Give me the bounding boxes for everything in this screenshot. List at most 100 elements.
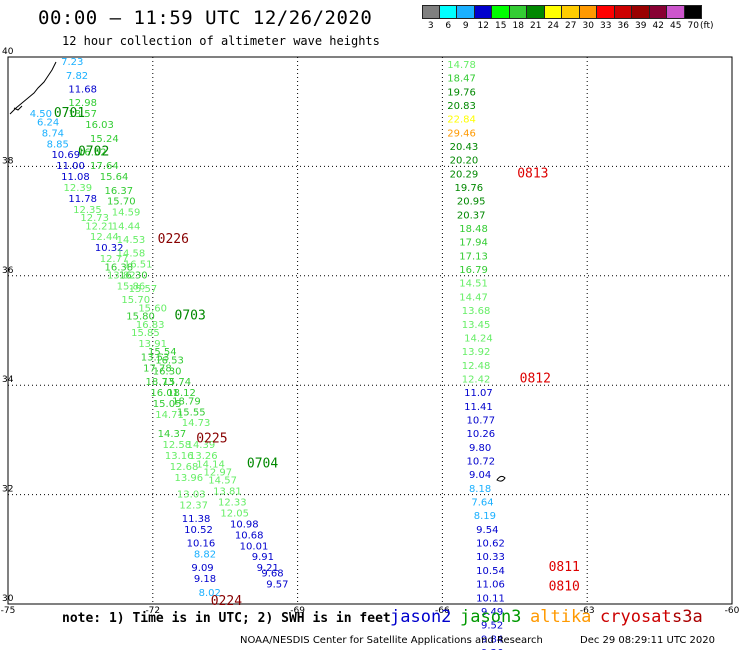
wave-height-label: 10.01 [240, 541, 269, 552]
wave-height-label: 13.82 [107, 271, 136, 282]
wave-height-label: 11.07 [464, 388, 493, 399]
wave-height-label: 10.26 [467, 429, 496, 440]
wave-height-label: 6.24 [37, 117, 59, 128]
color-scale-label: 18 [512, 21, 524, 31]
color-scale-label: 3 [427, 21, 434, 31]
color-scale-swatch [527, 5, 545, 19]
wave-height-label: 18.12 [167, 388, 196, 399]
wave-height-label: 10.54 [476, 566, 505, 577]
wave-height-label: 29.46 [447, 128, 476, 139]
color-scale-label: 39 [635, 21, 647, 31]
wave-height-label: 17.94 [459, 238, 488, 249]
color-scale-swatch [684, 5, 702, 19]
color-scale-labels: 3 6 9 12 15 18 21 24 27 30 33 36 39 42 45 70 [422, 21, 702, 31]
wave-height-label: 10.98 [230, 519, 259, 530]
wave-height-label: 22.84 [447, 115, 476, 126]
wave-height-label: 12.37 [179, 500, 208, 511]
wave-height-label: 16.37 [105, 186, 134, 197]
wave-height-label: 12.21 [85, 221, 114, 232]
wave-height-label: 10.16 [187, 539, 216, 550]
wave-height-label: 10.68 [235, 530, 264, 541]
satellite-legend-jason3: jason3 [460, 607, 522, 627]
wave-height-label: 14.39 [187, 440, 216, 451]
wave-height-label: 14.14 [196, 459, 225, 470]
wave-height-label: 9.57 [266, 580, 288, 591]
wave-height-label: 8.82 [194, 550, 216, 561]
pass-time-label: 0811 [549, 560, 580, 575]
wave-height-label: 12.35 [73, 205, 102, 216]
wave-height-label: 12.77 [100, 254, 129, 265]
wave-height-label: 12.05 [220, 508, 249, 519]
wave-height-label: 14.53 [117, 235, 146, 246]
color-scale-swatch [474, 5, 492, 19]
wave-height-label: 11.78 [68, 194, 97, 205]
wave-height-label: 13.53 [141, 353, 170, 364]
y-tick-label: 36 [2, 266, 14, 276]
y-tick-label: 40 [2, 47, 14, 57]
wave-height-label: 15.55 [177, 407, 206, 418]
wave-height-label: 8.85 [47, 139, 69, 150]
wave-height-label: 20.37 [457, 210, 486, 221]
pass-time-label: 0702 [78, 144, 109, 159]
wave-height-label: 9.09 [191, 563, 213, 574]
wave-height-label: 13.96 [175, 473, 204, 484]
wave-height-label: 19.76 [447, 87, 476, 98]
color-scale-label: 9 [462, 21, 469, 31]
wave-height-label: 12.44 [90, 232, 119, 243]
wave-height-label: 15.74 [162, 377, 191, 388]
pass-time-label: 0225 [196, 432, 227, 447]
color-scale-label: 42 [652, 21, 664, 31]
wave-height-label: 12.33 [218, 498, 247, 509]
wave-height-label: 7.64 [471, 498, 493, 509]
footer-note: note: 1) Time is in UTC; 2) SWH is in fe… [62, 611, 391, 626]
wave-height-label: 14.73 [182, 418, 211, 429]
coastline [9, 61, 57, 115]
y-tick-label: 34 [2, 375, 14, 385]
wave-height-label: 10.69 [51, 150, 80, 161]
footer-timestamp: Dec 29 08:29:11 UTC 2020 [580, 635, 715, 646]
wave-height-label: 14.71 [155, 410, 184, 421]
wave-height-label: 13.81 [213, 487, 242, 498]
wave-height-label: 9.84 [481, 634, 503, 645]
color-scale-label: 45 [670, 21, 682, 31]
wave-height-label: 14.44 [112, 221, 141, 232]
x-tick-label: -69 [290, 606, 305, 616]
wave-height-label: 14.58 [117, 249, 146, 260]
wave-height-label: 16.79 [459, 265, 488, 276]
color-scale-swatch [649, 5, 667, 19]
wave-height-label: 10.11 [476, 593, 505, 604]
wave-height-label: 15.86 [117, 281, 146, 292]
color-scale-swatch [422, 5, 440, 19]
color-scale-label: 21 [530, 21, 542, 31]
color-scale-swatch [509, 5, 527, 19]
wave-height-label: 9.68 [261, 569, 283, 580]
wave-height-label: 12.42 [462, 374, 491, 385]
footer-credit: NOAA/NESDIS Center for Satellite Applica… [240, 635, 543, 646]
wave-height-label: 13.26 [189, 451, 218, 462]
wave-height-label: 13.68 [462, 306, 491, 317]
pass-time-label: 0704 [247, 456, 278, 471]
wave-height-label: 15.85 [131, 328, 160, 339]
color-scale-bar [422, 5, 702, 19]
wave-height-label: 17.64 [90, 161, 119, 172]
wave-height-label: 13.45 [462, 320, 491, 331]
satellite-legend-cryosat: cryosat [600, 607, 672, 627]
wave-height-label: 20.29 [450, 169, 479, 180]
wave-height-label: 15.05 [153, 399, 182, 410]
wave-height-label: 11.06 [476, 580, 505, 591]
wave-height-label: 15.57 [129, 284, 158, 295]
wave-height-label: 12.98 [68, 98, 97, 109]
wave-height-label: 14.78 [447, 60, 476, 71]
y-tick-label: 32 [2, 485, 13, 495]
page-title: 00:00 – 11:59 UTC 12/26/2020 [38, 7, 373, 29]
wave-height-label: 16.01 [150, 388, 179, 399]
wave-height-label: 14.59 [112, 208, 141, 219]
wave-height-label: 11.41 [464, 402, 493, 413]
wave-height-label: 9.21 [257, 563, 279, 574]
color-scale-unit: (ft) [700, 21, 714, 31]
wave-height-label: 18.79 [172, 396, 201, 407]
color-scale-swatch [439, 5, 457, 19]
wave-height-label: 10.77 [467, 415, 496, 426]
wave-height-label: 14.37 [158, 429, 187, 440]
